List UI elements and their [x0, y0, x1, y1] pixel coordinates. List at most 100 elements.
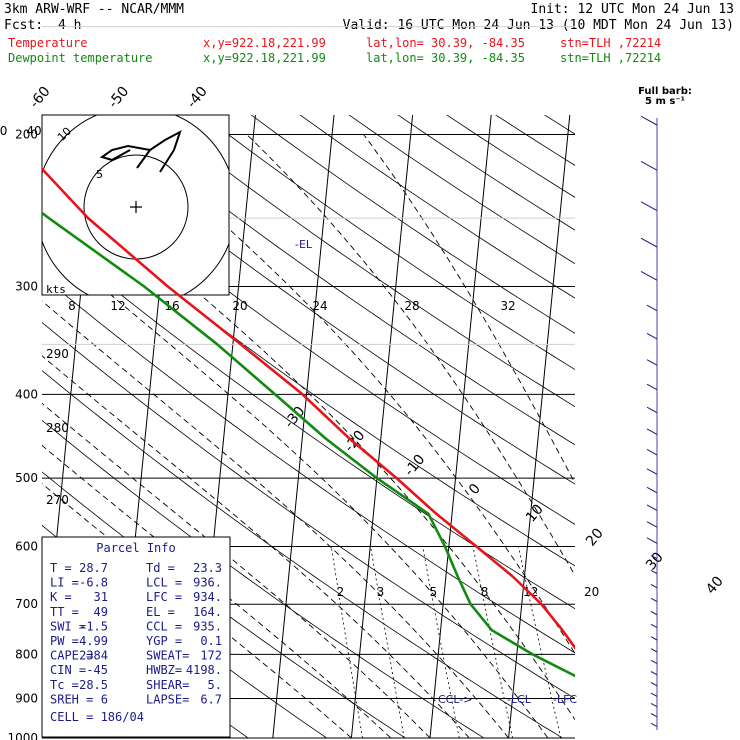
parcel-info-value: 5.: [208, 678, 222, 692]
theta-e-label: 32: [500, 299, 515, 313]
wind-barb: [650, 597, 658, 603]
hodograph: 5 10 kts: [41, 114, 230, 296]
pressure-tick-label: 900: [15, 691, 38, 705]
legend-dewpoint-stn: stn=TLH ,72214: [560, 51, 661, 65]
mixing-ratio-label: 5: [430, 585, 438, 599]
parcel-info-value: T =: [50, 561, 72, 575]
parcel-info-box: Parcel Info T = 28.7 Td = 23.3 LI = -6.8 LCL =…: [41, 536, 231, 738]
level-annotations: CCL-> -LCL -LFC -EL: [295, 238, 577, 706]
mixing-ratio-label: 8: [481, 585, 489, 599]
legend-dewpoint-name: Dewpoint temperature: [8, 51, 153, 65]
isotherm-label-right: 40: [703, 573, 727, 597]
mixing-ratio-label: 20: [584, 585, 599, 599]
isotherm-label-right: 30: [643, 549, 667, 573]
isotherm-label-right: 20: [583, 525, 607, 549]
wind-barb: [650, 648, 658, 653]
wind-barbs: [640, 115, 658, 730]
parcel-info-value: 934.: [193, 590, 222, 604]
parcel-info-value: 935.: [193, 619, 222, 633]
moist-adiabat: [246, 134, 575, 577]
hodograph-units: kts: [46, 283, 66, 296]
fcst-value: 4 h: [58, 18, 81, 33]
wind-barb: [640, 160, 658, 171]
pressure-tick-label: 700: [15, 597, 38, 611]
mixing-ratio-label: 3: [377, 585, 385, 599]
pressure-tick-label: 300: [15, 280, 38, 294]
parcel-info-value: 28.5: [79, 678, 108, 692]
hodograph-ring-label-5: 5: [96, 168, 103, 181]
parcel-info-value: 172: [200, 649, 222, 663]
dewpoint-profile: [42, 211, 575, 678]
hodograph-trace: [99, 129, 182, 173]
wind-barb: [646, 537, 658, 544]
wind-barb: [640, 201, 658, 212]
isotherm-line: [429, 115, 492, 738]
mixing-ratio-label: 2: [337, 585, 345, 599]
valid-time: Valid: 16 UTC Mon 24 Jun 13 (10 MDT Mon …: [343, 18, 734, 33]
wind-barb: [650, 659, 658, 665]
wind-barb: [650, 692, 658, 697]
theta-e-label: 12: [110, 299, 125, 313]
wind-barb: [650, 569, 658, 575]
wind-barb: [650, 636, 658, 641]
parcel-info-value: LI =: [50, 576, 79, 590]
mixing-ratio-line: [472, 546, 513, 738]
parcel-info-value: PW =: [50, 634, 79, 648]
wind-barb: [650, 682, 658, 687]
dry-adiabat: [42, 524, 328, 738]
parcel-info-value: 6.7: [200, 692, 222, 706]
parcel-info-value: LCL =: [146, 576, 182, 590]
mixing-ratio-line: [422, 546, 460, 738]
parcel-info-value: -1.5: [79, 619, 108, 633]
legend-temperature-xy: x,y=922.18,221.99: [203, 36, 326, 50]
parcel-info-value: SREH =: [50, 692, 93, 706]
wind-barb: [646, 304, 658, 312]
parcel-info-value: 31: [94, 590, 108, 604]
legend-temperature-stn: stn=TLH ,72214: [560, 36, 661, 50]
theta-label-left: 270: [46, 493, 69, 507]
dry-adiabat: [42, 419, 485, 738]
pressure-tick-label: 400: [15, 387, 38, 401]
wind-barb: [650, 623, 658, 629]
wind-barb: [646, 332, 658, 340]
dry-adiabat: [42, 370, 564, 738]
parcel-info-value: 936.: [193, 576, 222, 590]
isotherm-label-top: -50: [105, 84, 132, 112]
pressure-tick-label: 200: [15, 127, 38, 141]
pressure-tick-label: 500: [15, 471, 38, 485]
dry-adiabat: [42, 471, 406, 738]
dry-adiabat: [348, 115, 575, 265]
dry-adiabat: [543, 115, 575, 135]
wind-barb: [650, 722, 658, 728]
wind-barb: [646, 486, 658, 494]
pressure-tick-label: 600: [15, 539, 38, 553]
legend-dewpoint-xy: x,y=922.18,221.99: [203, 51, 326, 65]
mixing-ratio-line: [578, 546, 624, 738]
parcel-info-cell: CELL = 186/04: [50, 710, 144, 724]
theta-label-left: 280: [46, 421, 69, 435]
temperature-profile: [42, 166, 575, 650]
parcel-info-value: SWI =: [50, 619, 86, 633]
isotherm-label-right: 0: [466, 481, 484, 498]
theta-e-label: 20: [232, 299, 247, 313]
wind-barb: [640, 237, 658, 248]
barb-legend-value: 5 m s⁻¹: [645, 96, 685, 107]
wind-barb: [650, 671, 658, 676]
moist-adiabat: [42, 159, 575, 721]
parcel-info-value: LAPSE=: [146, 692, 189, 706]
moist-adiabat: [42, 236, 549, 738]
annotation-label: -LFC: [553, 693, 577, 706]
model-title: 3km ARW-WRF -- NCAR/MMM: [4, 2, 184, 17]
dry-adiabat: [42, 322, 575, 699]
mixing-ratio-line: [330, 546, 363, 738]
parcel-info-value: CIN =: [50, 663, 86, 677]
parcel-info-value: -6.8: [79, 576, 108, 590]
isotherm-line: [350, 115, 414, 738]
wind-barb: [640, 270, 658, 281]
isotherm-line: [0, 0, 47, 740]
theta-e-label: 28: [404, 299, 419, 313]
parcel-info-value: 49: [94, 605, 108, 619]
isotherm-line: [272, 115, 335, 738]
fcst-label: Fcst:: [4, 18, 43, 33]
